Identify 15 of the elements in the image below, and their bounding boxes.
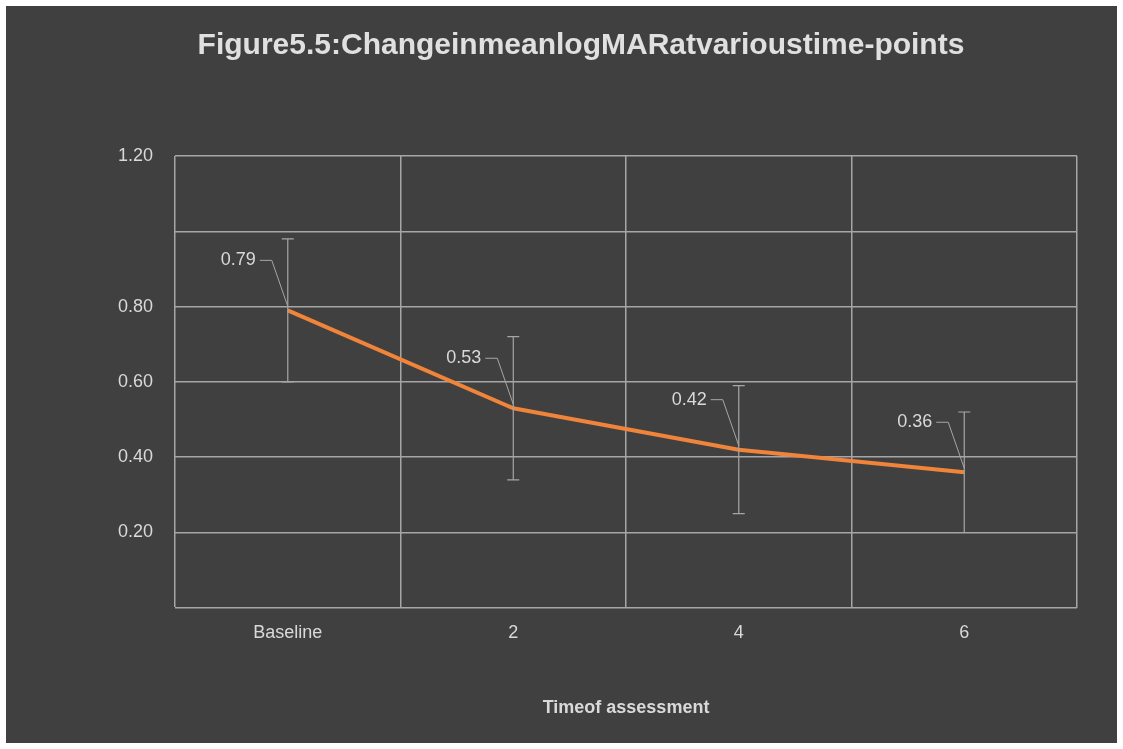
y-tick-label: 0.40 xyxy=(117,446,154,467)
x-tick-label: Baseline xyxy=(253,621,323,642)
y-tick-label: 1.20 xyxy=(117,144,154,165)
x-tick-label: 6 xyxy=(959,621,970,642)
data-label: 0.36 xyxy=(897,411,933,432)
x-axis-title: Timeof assessment xyxy=(542,697,710,718)
chart-title: Figure5.5:ChangeinmeanlogMARatvarioustime-points xyxy=(196,27,966,60)
data-label: 0.42 xyxy=(671,388,707,409)
x-tick-label: 4 xyxy=(733,621,744,642)
y-tick-label: 0.20 xyxy=(117,521,154,542)
y-tick-label: 0.60 xyxy=(117,370,154,391)
data-label: 0.79 xyxy=(220,249,256,270)
data-label: 0.53 xyxy=(446,347,482,368)
y-tick-label: 0.80 xyxy=(117,295,154,316)
x-tick-label: 2 xyxy=(508,621,519,642)
